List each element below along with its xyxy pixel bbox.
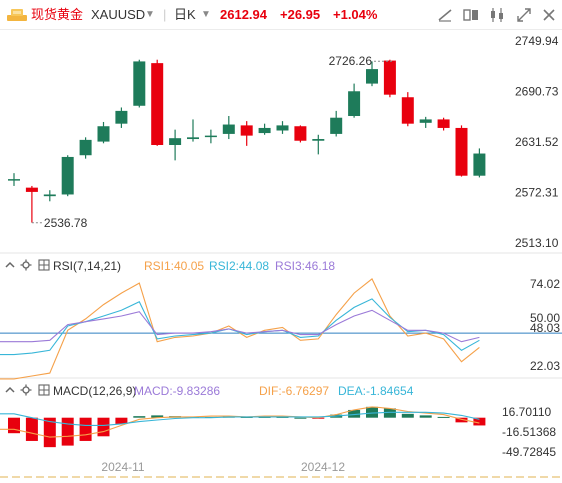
macd-histogram-bar (348, 409, 361, 418)
close-icon[interactable] (540, 6, 558, 24)
candle-body (276, 125, 289, 131)
candle-body (8, 179, 20, 181)
candle-body (366, 69, 378, 84)
high-annotation-label: 2726.26 (329, 54, 373, 68)
rsi1-value: RSI1:40.05 (144, 259, 205, 273)
macd-histogram-bar (133, 416, 146, 418)
price-change: +26.95 (280, 7, 321, 22)
candle-body (312, 139, 325, 141)
gold-coin-icon (6, 7, 28, 23)
rsi3-line (0, 309, 480, 343)
candle-body (133, 61, 146, 106)
rsi2-line (0, 298, 480, 356)
dif-value: DIF:-6.76297 (259, 384, 330, 398)
price-axis-tick: 2749.94 (515, 34, 559, 48)
period-dropdown-icon[interactable]: ▼ (201, 9, 211, 20)
rsi1-line (0, 278, 480, 380)
toolbar-divider: | (163, 7, 167, 22)
compare-icon[interactable] (462, 6, 480, 24)
candle-body (204, 135, 217, 138)
rsi-title[interactable]: RSI(7,14,21) (53, 259, 122, 273)
dea-line (0, 411, 480, 426)
rsi-axis-tick: 22.03 (530, 359, 560, 373)
candle-body (401, 97, 414, 124)
candle-body (97, 126, 110, 142)
price-axis-tick: 2631.52 (515, 135, 559, 149)
rsi-axis-tick: 50.00 (530, 311, 560, 325)
symbol-code[interactable]: XAUUSD (91, 7, 146, 22)
candle-body (79, 139, 92, 156)
candle-body (151, 63, 164, 146)
macd-axis-tick: 16.70110 (502, 405, 551, 419)
candle-body (222, 124, 235, 134)
low-annotation-label: 2536.78 (44, 216, 88, 230)
candle-body (455, 127, 468, 176)
macd-title[interactable]: MACD(12,26,9) (53, 384, 137, 398)
candle-body (169, 138, 182, 146)
candle-body (419, 119, 432, 123)
draw-line-icon[interactable] (436, 6, 454, 24)
candle-body (61, 156, 74, 195)
price-axis-tick: 2513.10 (515, 236, 559, 250)
rsi-collapse-icon[interactable] (4, 259, 16, 274)
price-axis-tick: 2572.31 (515, 186, 559, 200)
candle-body (330, 117, 343, 134)
candle-body (348, 91, 361, 117)
dea-value: DEA:-1.84654 (338, 384, 414, 398)
macd-histogram-bar (43, 417, 56, 448)
macd-axis-tick: -49.72845 (502, 445, 556, 459)
rsi2-value: RSI2:44.08 (209, 259, 270, 273)
macd-histogram-bar (383, 408, 396, 418)
macd-axis-tick: -16.51368 (502, 425, 556, 439)
macd-histogram-bar (79, 417, 92, 441)
symbol-dropdown-icon[interactable]: ▼ (145, 9, 155, 20)
macd-histogram-bar (437, 416, 450, 418)
symbol-cn-name[interactable]: 现货黄金 (31, 7, 84, 22)
indicator-icon[interactable] (488, 6, 506, 24)
macd-histogram-bar (8, 417, 20, 434)
candle-body (187, 137, 199, 140)
macd-histogram-bar (151, 415, 164, 418)
macd-histogram-bar (115, 417, 128, 424)
macd-histogram-bar (455, 417, 468, 423)
macd-calculator-icon[interactable] (38, 384, 50, 399)
macd-value: MACD:-9.83286 (134, 384, 221, 398)
time-axis-label: 2024-11 (101, 460, 144, 474)
candle-body (115, 110, 128, 124)
macd-histogram-bar (473, 417, 486, 426)
rsi-axis-tick: 48.03 (530, 321, 560, 335)
rsi-settings-icon[interactable] (20, 259, 32, 274)
macd-histogram-bar (401, 413, 414, 418)
time-axis-label: 2024-12 (301, 460, 345, 474)
current-price: 2612.94 (220, 7, 267, 22)
macd-collapse-icon[interactable] (4, 384, 16, 399)
candle-body (43, 194, 56, 197)
rsi-calculator-icon[interactable] (38, 259, 50, 274)
period-selector[interactable]: 日K (174, 7, 196, 22)
price-axis-tick: 2690.73 (515, 85, 559, 99)
rsi-axis-tick: 74.02 (530, 277, 560, 291)
macd-histogram-bar (294, 417, 307, 419)
candle-body (383, 60, 396, 95)
candle-body (437, 119, 450, 128)
candle-body (240, 125, 253, 136)
macd-settings-icon[interactable] (20, 384, 32, 399)
price-change-percent: +1.04% (333, 7, 378, 22)
candle-body (473, 153, 486, 176)
candle-body (25, 187, 38, 192)
macd-histogram-bar (419, 415, 432, 418)
rsi3-value: RSI3:46.18 (275, 259, 336, 273)
candle-body (294, 126, 307, 141)
top-toolbar: 现货黄金 XAUUSD ▼ | 日K ▼ 2612.94 +26.95 +1.0… (0, 0, 562, 30)
candle-body (258, 127, 271, 134)
macd-histogram-bar (366, 406, 378, 418)
fullscreen-icon[interactable] (515, 6, 533, 24)
macd-histogram-bar (25, 417, 38, 441)
macd-histogram-bar (61, 417, 74, 446)
macd-histogram-bar (97, 417, 110, 437)
